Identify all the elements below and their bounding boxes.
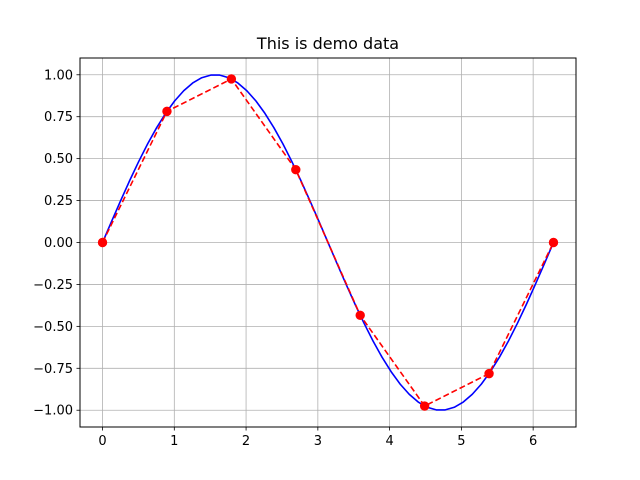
- y-tick-label: 0.00: [44, 236, 73, 251]
- y-tick-label: −1.00: [33, 404, 73, 419]
- data-point: [97, 237, 108, 248]
- x-tick-label: 0: [98, 434, 106, 449]
- y-tick-label: 0.50: [44, 152, 73, 167]
- data-point: [484, 368, 494, 379]
- x-tick-label: 1: [170, 434, 178, 449]
- x-tick-label: 2: [242, 434, 250, 449]
- x-tick-label: 5: [457, 434, 465, 449]
- y-tick-label: 0.75: [44, 110, 73, 125]
- data-point: [291, 165, 301, 175]
- ticks: 0 1 2 3 4 5 6 1.00 0.75 0.50 0.25 0.00 −0.25 −0.50 −0.…: [33, 68, 537, 449]
- data-point: [548, 237, 559, 248]
- data-point: [419, 401, 430, 411]
- x-tick-label: 4: [385, 434, 393, 449]
- series-line-2: [101, 78, 555, 407]
- x-tick-label: 6: [529, 434, 537, 449]
- chart-title: This is demo data: [256, 34, 399, 53]
- y-tick-label: 1.00: [44, 68, 73, 83]
- data-point: [226, 74, 237, 84]
- y-tick-label: −0.25: [33, 278, 73, 293]
- y-tick-label: −0.50: [33, 320, 73, 335]
- data-point: [162, 106, 172, 117]
- x-tick-label: 3: [314, 434, 322, 449]
- grid: [80, 58, 576, 427]
- y-tick-label: 0.25: [44, 194, 73, 209]
- data-point: [355, 310, 365, 320]
- series-layer: [97, 74, 559, 411]
- y-tick-label: −0.75: [33, 362, 73, 377]
